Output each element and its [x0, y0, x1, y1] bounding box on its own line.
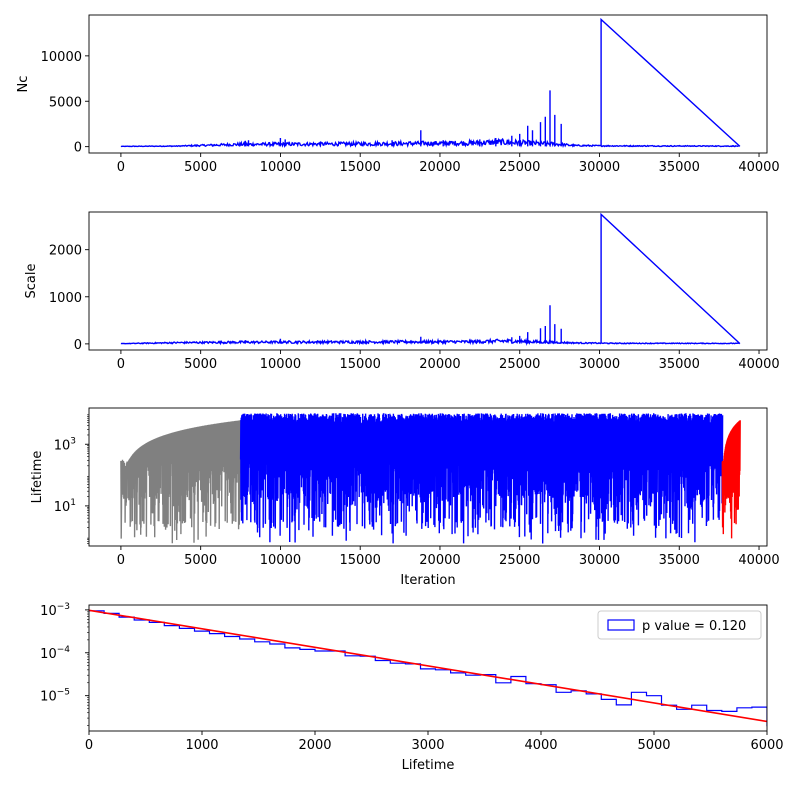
- series-line-1: [120, 212, 741, 346]
- legend-swatch: [607, 619, 635, 631]
- x-tick-label: 20000: [419, 553, 460, 568]
- y-tick-label: 0: [74, 338, 82, 353]
- x-tick-label: 2000: [298, 738, 331, 753]
- y-tick-label: 10−3: [40, 602, 70, 619]
- y-tick-label: 0: [74, 141, 82, 156]
- chart-panel-2: 0 5000 10000 15000 20000 25000 30000 35000 40000…: [24, 211, 780, 372]
- x-tick-label: 1000: [185, 738, 218, 753]
- chart-panel-4: 0 1000 2000 3000 4000 5000 6000 10−5 10−4 10−3 Lif…: [40, 602, 783, 773]
- legend-label: p value = 0.120: [642, 619, 746, 634]
- x-tick-label: 5000: [184, 553, 217, 568]
- x-tick-label: 0: [117, 553, 125, 568]
- x-tick-label: 10000: [260, 160, 301, 175]
- x-tick-label: 0: [117, 160, 125, 175]
- axes-frame: [88, 211, 768, 351]
- x-tick-label: 0: [85, 738, 93, 753]
- chart-panel-3: 0 5000 10000 15000 20000 25000 30000 35000 40000…: [30, 407, 780, 588]
- x-tick-label: 5000: [184, 160, 217, 175]
- plot-area: [120, 212, 741, 346]
- series-line-1: [120, 17, 741, 149]
- series-line-3: [721, 420, 741, 539]
- x-tick-label: 35000: [659, 160, 700, 175]
- plot-area: [89, 609, 767, 727]
- x-tick-label: 40000: [738, 357, 779, 372]
- x-tick-label: 30000: [579, 357, 620, 372]
- x-tick-label: 40000: [738, 160, 779, 175]
- x-tick-label: 25000: [499, 160, 540, 175]
- fit-line: [89, 609, 767, 723]
- x-axis-label: Iteration: [400, 573, 455, 588]
- axes-frame: [88, 14, 768, 154]
- x-tick-label: 25000: [499, 357, 540, 372]
- series-line-1: [120, 420, 242, 544]
- y-tick-label: 2000: [49, 244, 82, 259]
- y-axis-label: Lifetime: [30, 451, 45, 504]
- x-tick-label: 6000: [750, 738, 783, 753]
- y-axis-label: Nc: [16, 76, 31, 93]
- x-tick-label: 30000: [579, 160, 620, 175]
- x-tick-label: 20000: [419, 357, 460, 372]
- x-tick-label: 5000: [637, 738, 670, 753]
- y-tick-label: 5000: [49, 95, 82, 110]
- x-tick-label: 35000: [659, 553, 700, 568]
- y-tick-label: 10−5: [40, 688, 70, 705]
- plot-area: [120, 413, 741, 544]
- x-tick-label: 25000: [499, 553, 540, 568]
- legend: p value = 0.120: [597, 610, 762, 640]
- axes-frame: [88, 407, 768, 547]
- x-tick-label: 20000: [419, 160, 460, 175]
- x-tick-label: 3000: [411, 738, 444, 753]
- chart-panel-1: 0 5000 10000 15000 20000 25000 30000 35000 40000…: [16, 14, 780, 175]
- x-tick-label: 10000: [260, 357, 301, 372]
- y-tick-label: 101: [54, 498, 76, 515]
- y-tick-label: 103: [54, 436, 76, 453]
- y-tick-label: 10−4: [40, 645, 70, 662]
- x-axis-label: Lifetime: [402, 758, 455, 773]
- x-tick-label: 15000: [340, 160, 381, 175]
- x-tick-label: 35000: [659, 357, 700, 372]
- plot-area: [120, 17, 741, 149]
- x-tick-label: 40000: [738, 553, 779, 568]
- histogram-steps: [89, 610, 767, 727]
- x-tick-label: 4000: [524, 738, 557, 753]
- y-tick-label: 10000: [41, 50, 82, 65]
- x-tick-label: 30000: [579, 553, 620, 568]
- y-axis-label: Scale: [24, 264, 39, 299]
- y-tick-label: 1000: [49, 291, 82, 306]
- x-tick-label: 0: [117, 357, 125, 372]
- series-line-2: [239, 413, 724, 544]
- x-tick-label: 15000: [340, 553, 381, 568]
- x-tick-label: 5000: [184, 357, 217, 372]
- x-tick-label: 10000: [260, 553, 301, 568]
- x-tick-label: 15000: [340, 357, 381, 372]
